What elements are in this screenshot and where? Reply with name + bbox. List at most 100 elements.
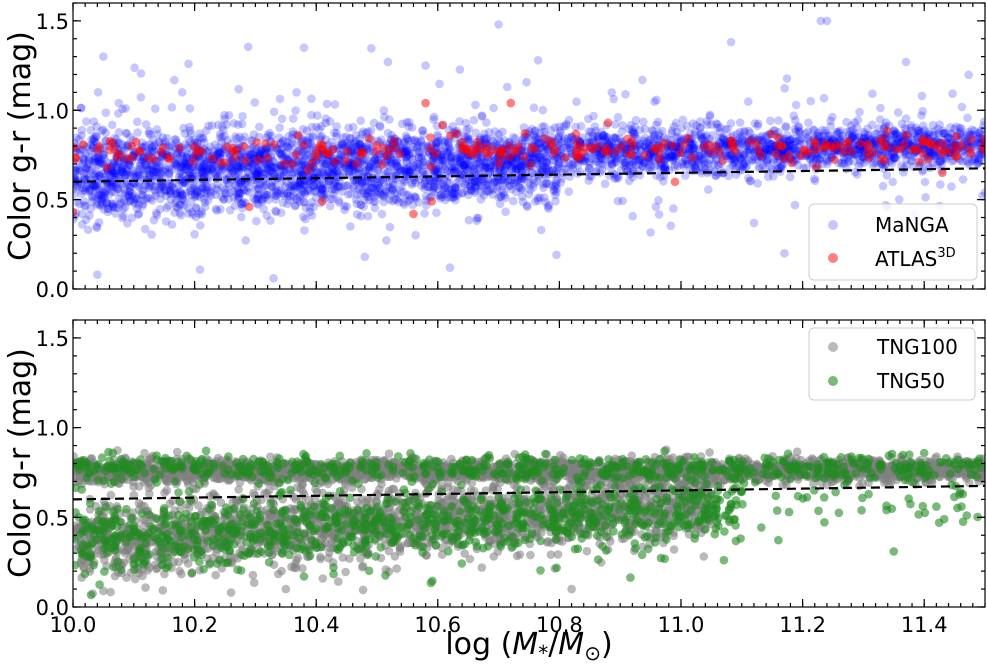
top-outlier-manga [93,270,102,280]
top-point-manga [172,160,182,170]
top-point-manga [73,173,80,182]
top-point-manga [252,216,261,226]
top-point-manga [386,157,395,167]
top-point-manga [98,193,107,203]
top-point-manga [123,219,132,228]
top-point-manga [482,134,492,143]
top-point-manga [890,153,899,163]
top-point-manga [376,188,385,198]
top-point-manga [794,135,804,144]
top-point-manga [220,110,229,120]
top-point-manga [403,150,412,159]
top-point-manga [868,160,877,169]
top-point-manga [89,182,99,191]
top-point-manga [315,185,325,194]
top-point-manga [418,157,428,167]
top-point-manga [196,133,205,142]
top-point-manga [205,164,215,174]
top-point-manga [600,135,610,145]
top-outlier-atlas [670,177,680,187]
top-point-manga [191,190,200,200]
top-point-manga [229,166,239,176]
top-point-manga [465,135,475,144]
top-point-manga [234,167,244,176]
top-point-manga [255,146,265,156]
top-point-manga [186,129,196,139]
top-point-manga [661,151,671,161]
top-point-manga [492,178,502,187]
top-point-manga [682,121,692,131]
top-point-manga [610,120,620,129]
top-point-manga [913,126,923,136]
top-point-manga [832,129,842,139]
top-point-manga [309,182,318,192]
top-point-manga [915,128,924,138]
top-point-manga [217,192,227,202]
top-point-manga [404,122,414,131]
top-outlier-manga [536,225,546,235]
top-point-manga [208,167,218,176]
top-point-manga [266,166,276,175]
top-point-manga [641,138,651,147]
top-point-manga [478,175,488,185]
top-point-manga [195,162,204,171]
top-point-manga [501,207,510,216]
top-point-atlas [108,138,117,148]
top-point-manga [252,145,261,154]
top-point-manga [332,132,341,141]
top-point-manga [155,183,165,192]
top-point-atlas [880,156,889,165]
top-point-manga [416,137,426,147]
top-point-manga [610,174,620,183]
top-point-manga [375,177,385,187]
top-point-atlas [252,138,261,147]
top-point-atlas [365,134,374,143]
top-point-manga [337,187,347,196]
top-point-atlas [112,152,122,162]
top-point-atlas [261,139,270,148]
top-point-manga [849,156,858,166]
top-point-manga [538,166,547,175]
top-point-manga [405,152,415,161]
top-point-manga [781,121,790,131]
top-point-manga [82,164,91,174]
top-point-manga [366,126,376,136]
top-point-manga [446,152,456,162]
top-point-manga [593,134,602,143]
top-point-manga [747,155,757,164]
top-point-manga [967,125,977,134]
top-point-manga [320,159,330,168]
top-point-manga [375,184,385,193]
top-point-manga [354,169,364,178]
top-point-manga [299,197,309,207]
top-point-manga [414,147,424,157]
top-point-manga [871,129,880,139]
top-point-manga [483,175,493,184]
top-point-manga [691,163,701,173]
top-point-manga [402,152,411,161]
top-point-manga [763,172,773,182]
top-point-manga [628,125,637,135]
top-point-manga [844,157,853,166]
top-point-manga [835,128,844,138]
top-point-manga [123,191,132,200]
top-point-atlas [377,160,387,169]
top-point-atlas [915,157,924,166]
top-point-manga [305,207,315,217]
top-point-manga [858,153,867,163]
top-point-atlas [328,145,338,154]
top-point-manga [608,160,617,170]
top-point-manga [91,169,101,179]
top-point-manga [931,153,940,163]
top-point-manga [507,163,517,173]
top-point-manga [276,208,286,218]
top-point-manga [399,177,409,187]
top-point-manga [659,164,669,174]
top-point-manga [244,162,253,172]
top-point-manga [554,134,564,144]
top-point-manga [479,157,489,166]
top-point-manga [477,181,486,191]
top-point-manga [661,165,671,174]
top-point-manga [646,160,655,170]
top-point-manga [237,212,246,222]
